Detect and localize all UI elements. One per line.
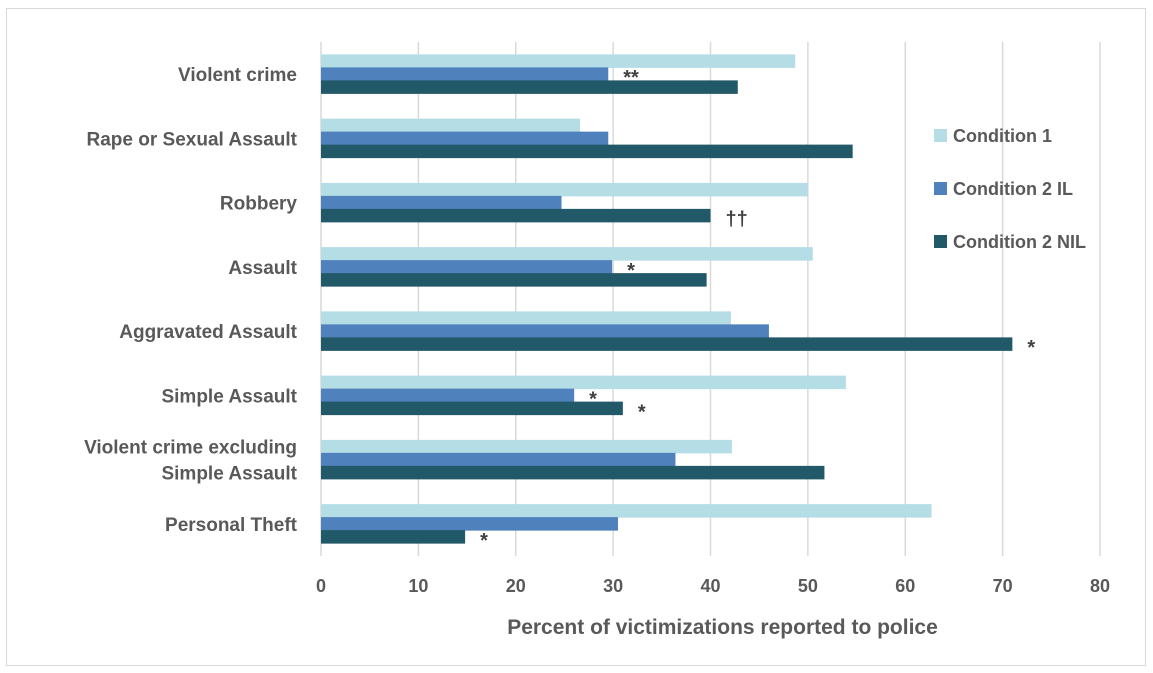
annotation-label: * [638,401,646,423]
category-label: Violent crime excluding [84,438,297,459]
category-label: Simple Assault [161,386,297,407]
bar [321,208,711,223]
legend: Condition 1 Condition 2 IL Condition 2 NIL [934,126,1086,252]
annotation-label: †† [726,209,748,231]
bar [321,530,466,544]
x-axis-title: Percent of victimizations reported to po… [507,616,938,639]
legend-swatch [934,129,947,142]
x-tick-label: 0 [316,576,326,596]
category-label: Aggravated Assault [119,322,297,343]
bar [321,260,613,274]
category-label: Assault [228,258,297,279]
category-label: Violent crime [178,65,297,86]
annotation-label: * [589,388,597,410]
category-label: Simple Assault [161,464,297,485]
bar [321,388,575,403]
category-label: Personal Theft [165,515,298,536]
x-tick-label: 80 [1090,576,1110,596]
annotation-label: * [627,260,635,282]
x-tick-label: 40 [700,576,720,596]
bar [321,337,1013,351]
legend-swatch [934,235,947,248]
legend-label: Condition 2 IL [953,179,1073,199]
bar [321,182,808,197]
x-tick-label: 60 [895,576,915,596]
x-tick-labels: 0 10 20 30 40 50 60 70 80 [316,576,1110,596]
bar [321,324,769,338]
bar [321,80,738,94]
legend-label: Condition 1 [953,126,1052,146]
bar [321,118,581,133]
category-label: Robbery [220,194,298,215]
bar [321,517,618,531]
legend-swatch [934,182,947,195]
x-tick-label: 20 [506,576,526,596]
bar [321,401,623,416]
bars [321,54,1013,544]
bar [321,504,932,518]
bar [321,144,853,159]
x-tick-label: 30 [603,576,623,596]
bar [321,465,825,480]
annotation-label: ** [623,67,639,89]
x-tick-label: 70 [993,576,1013,596]
bar [321,54,796,68]
x-tick-label: 50 [798,576,818,596]
bar [321,195,562,210]
bar [321,439,732,454]
bar [321,452,676,467]
x-tick-label: 10 [408,576,428,596]
bar [321,131,609,146]
bar [321,247,813,261]
category-labels: Violent crime Rape or Sexual Assault Robbe… [84,65,298,536]
bar [321,311,731,325]
annotation-label: * [480,530,488,552]
bar [321,67,609,81]
annotation-label: * [1027,337,1035,359]
legend-label: Condition 2 NIL [953,232,1086,252]
bar [321,273,707,287]
category-label: Rape or Sexual Assault [87,129,298,150]
bar [321,375,846,390]
significance-annotations: **††***** [480,67,1035,552]
